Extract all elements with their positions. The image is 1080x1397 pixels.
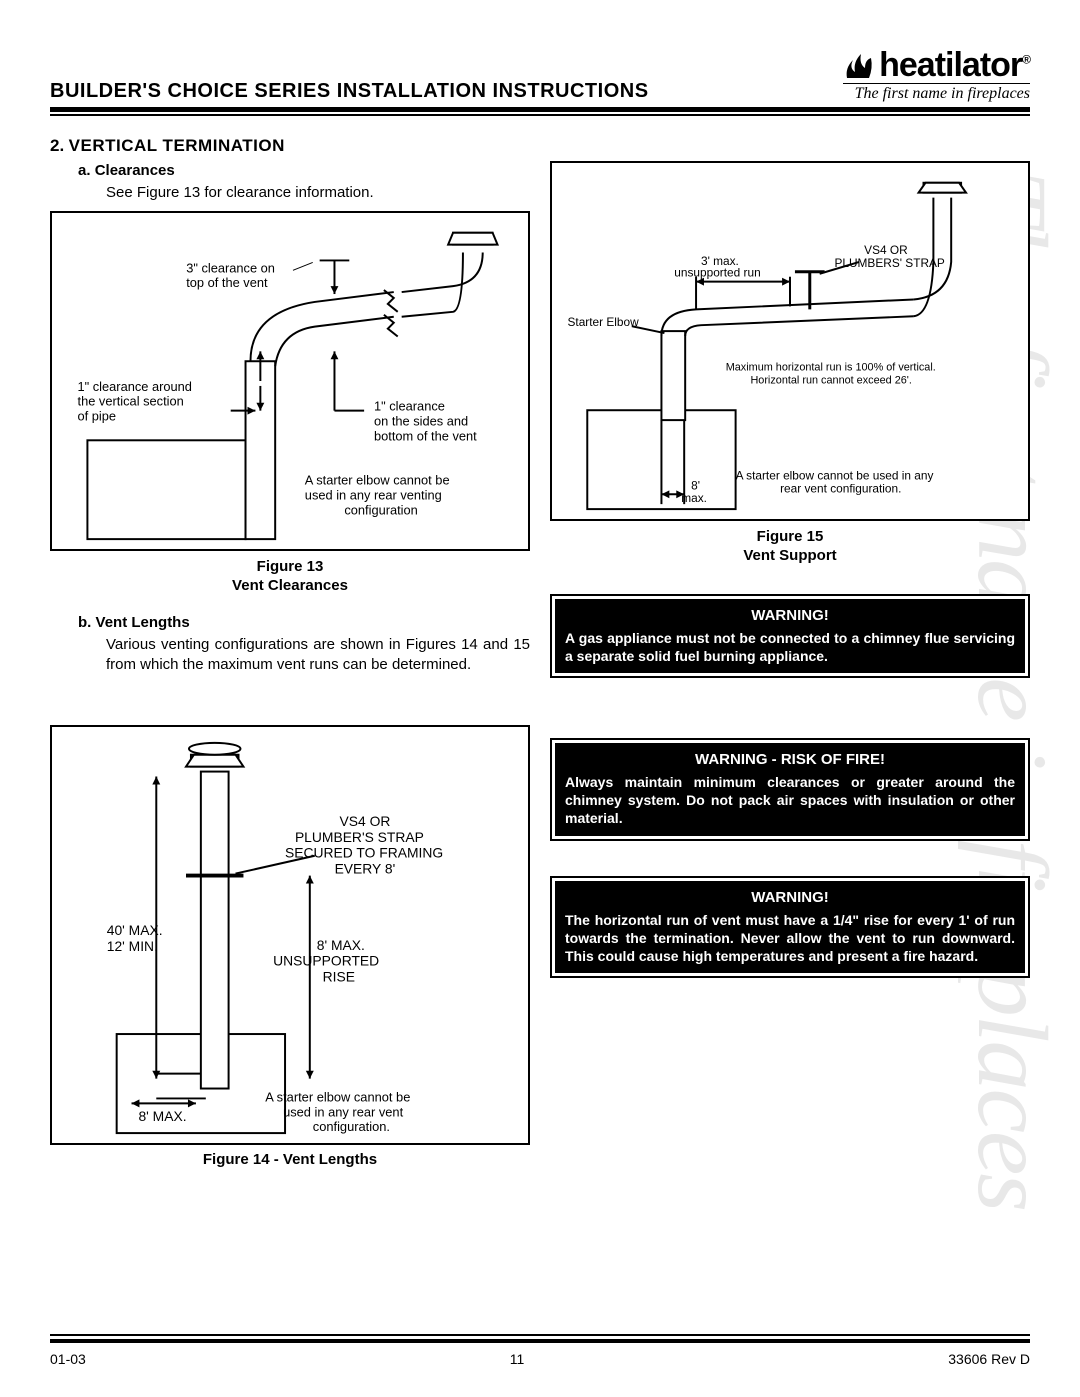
svg-text:A starter elbow cannot be: A starter elbow cannot be [305,473,450,488]
header-rule [50,114,1030,116]
sub-b-text: Various venting configurations are shown… [106,635,530,676]
sub-b-label: Vent Lengths [96,614,190,631]
left-column: 2. VERTICAL TERMINATION a. Clearances Se… [50,136,530,1169]
svg-text:Horizontal run cannot exceed 2: Horizontal run cannot exceed 26'. [750,374,911,386]
figure-14-caption: Figure 14 - Vent Lengths [50,1151,530,1168]
brand-block: heatilator® The first name in fireplaces [843,50,1030,103]
subsection-a: a. Clearances [78,162,530,179]
svg-text:the vertical section: the vertical section [78,394,184,409]
svg-text:EVERY 8': EVERY 8' [335,861,396,877]
svg-text:8' MAX.: 8' MAX. [138,1109,186,1125]
page-footer: 01-03 11 33606 Rev D [50,1334,1030,1367]
svg-text:SECURED TO FRAMING: SECURED TO FRAMING [285,845,443,861]
sub-b-letter: b. [78,614,91,631]
warning-box-3: WARNING! The horizontal run of vent must… [550,876,1030,979]
svg-text:Starter Elbow: Starter Elbow [568,315,640,329]
warning-3-body: The horizontal run of vent must have a 1… [565,911,1015,966]
fig15-cap2: Vent Support [743,547,836,564]
content-area: 2. VERTICAL TERMINATION a. Clearances Se… [50,136,1030,1169]
doc-title: BUILDER'S CHOICE SERIES INSTALLATION INS… [50,80,649,103]
warning-box-1: WARNING! A gas appliance must not be con… [550,594,1030,678]
fig15-cap1: Figure 15 [757,528,824,545]
svg-text:of pipe: of pipe [78,408,117,423]
svg-text:on the sides and: on the sides and [374,413,468,428]
warning-box-2: WARNING - RISK OF FIRE! Always maintain … [550,738,1030,841]
brand-name: heatilator [879,46,1022,84]
brand-reg: ® [1022,53,1030,67]
svg-text:max.: max. [681,491,707,505]
warning-2-body: Always maintain minimum clearances or gr… [565,773,1015,828]
svg-text:40' MAX.: 40' MAX. [107,922,163,938]
svg-text:configuration.: configuration. [313,1119,390,1134]
sub-a-text: See Figure 13 for clearance information. [106,183,530,203]
svg-text:bottom of the vent: bottom of the vent [374,428,477,443]
svg-text:Maximum horizontal run is 100%: Maximum horizontal run is 100% of vertic… [726,361,936,373]
right-column: 3' max. unsupported run VS4 OR PLUMBERS'… [550,136,1030,1169]
svg-text:A starter elbow cannot be: A starter elbow cannot be [265,1090,410,1105]
svg-text:used in any rear venting: used in any rear venting [305,487,442,502]
brand-tagline: The first name in fireplaces [843,83,1030,103]
svg-text:3" clearance on: 3" clearance on [186,260,275,275]
svg-text:unsupported run: unsupported run [674,265,760,279]
warning-1-title: WARNING! [565,607,1015,624]
svg-text:1" clearance around: 1" clearance around [78,379,192,394]
svg-text:configuration: configuration [344,502,417,517]
warning-3-title: WARNING! [565,889,1015,906]
svg-text:1" clearance: 1" clearance [374,398,445,413]
svg-text:UNSUPPORTED: UNSUPPORTED [273,953,379,969]
svg-text:PLUMBER'S STRAP: PLUMBER'S STRAP [295,829,424,845]
figure-14: VS4 OR PLUMBER'S STRAP SECURED TO FRAMIN… [50,725,530,1145]
section-title: VERTICAL TERMINATION [69,136,285,155]
brand-logo: heatilator® [843,50,1030,81]
fig13-cap1: Figure 13 [257,558,324,575]
svg-text:top of the vent: top of the vent [186,275,268,290]
subsection-b: b. Vent Lengths [78,614,530,631]
svg-text:rear vent configuration.: rear vent configuration. [780,481,901,495]
figure-13-caption: Figure 13 Vent Clearances [50,557,530,596]
footer-left: 01-03 [50,1351,86,1367]
section-number: 2. [50,136,64,155]
fig13-cap2: Vent Clearances [232,577,348,594]
svg-text:8' MAX.: 8' MAX. [317,937,365,953]
svg-text:12' MIN.: 12' MIN. [107,938,158,954]
sub-a-label: Clearances [95,162,175,179]
svg-text:used in any rear vent: used in any rear vent [283,1105,404,1120]
warning-2-title: WARNING - RISK OF FIRE! [565,751,1015,768]
svg-text:PLUMBERS' STRAP: PLUMBERS' STRAP [835,255,945,269]
section-heading: 2. VERTICAL TERMINATION [50,136,530,156]
svg-text:RISE: RISE [323,969,355,985]
svg-text:VS4 OR: VS4 OR [340,813,391,829]
figure-15-caption: Figure 15 Vent Support [550,527,1030,566]
page-header: BUILDER'S CHOICE SERIES INSTALLATION INS… [50,50,1030,112]
warning-1-body: A gas appliance must not be connected to… [565,629,1015,665]
sub-a-letter: a. [78,162,91,179]
footer-center: 11 [510,1351,525,1367]
figure-13: 3" clearance on top of the vent 1" clear… [50,211,530,551]
footer-right: 33606 Rev D [948,1351,1030,1367]
figure-15: 3' max. unsupported run VS4 OR PLUMBERS'… [550,161,1030,521]
